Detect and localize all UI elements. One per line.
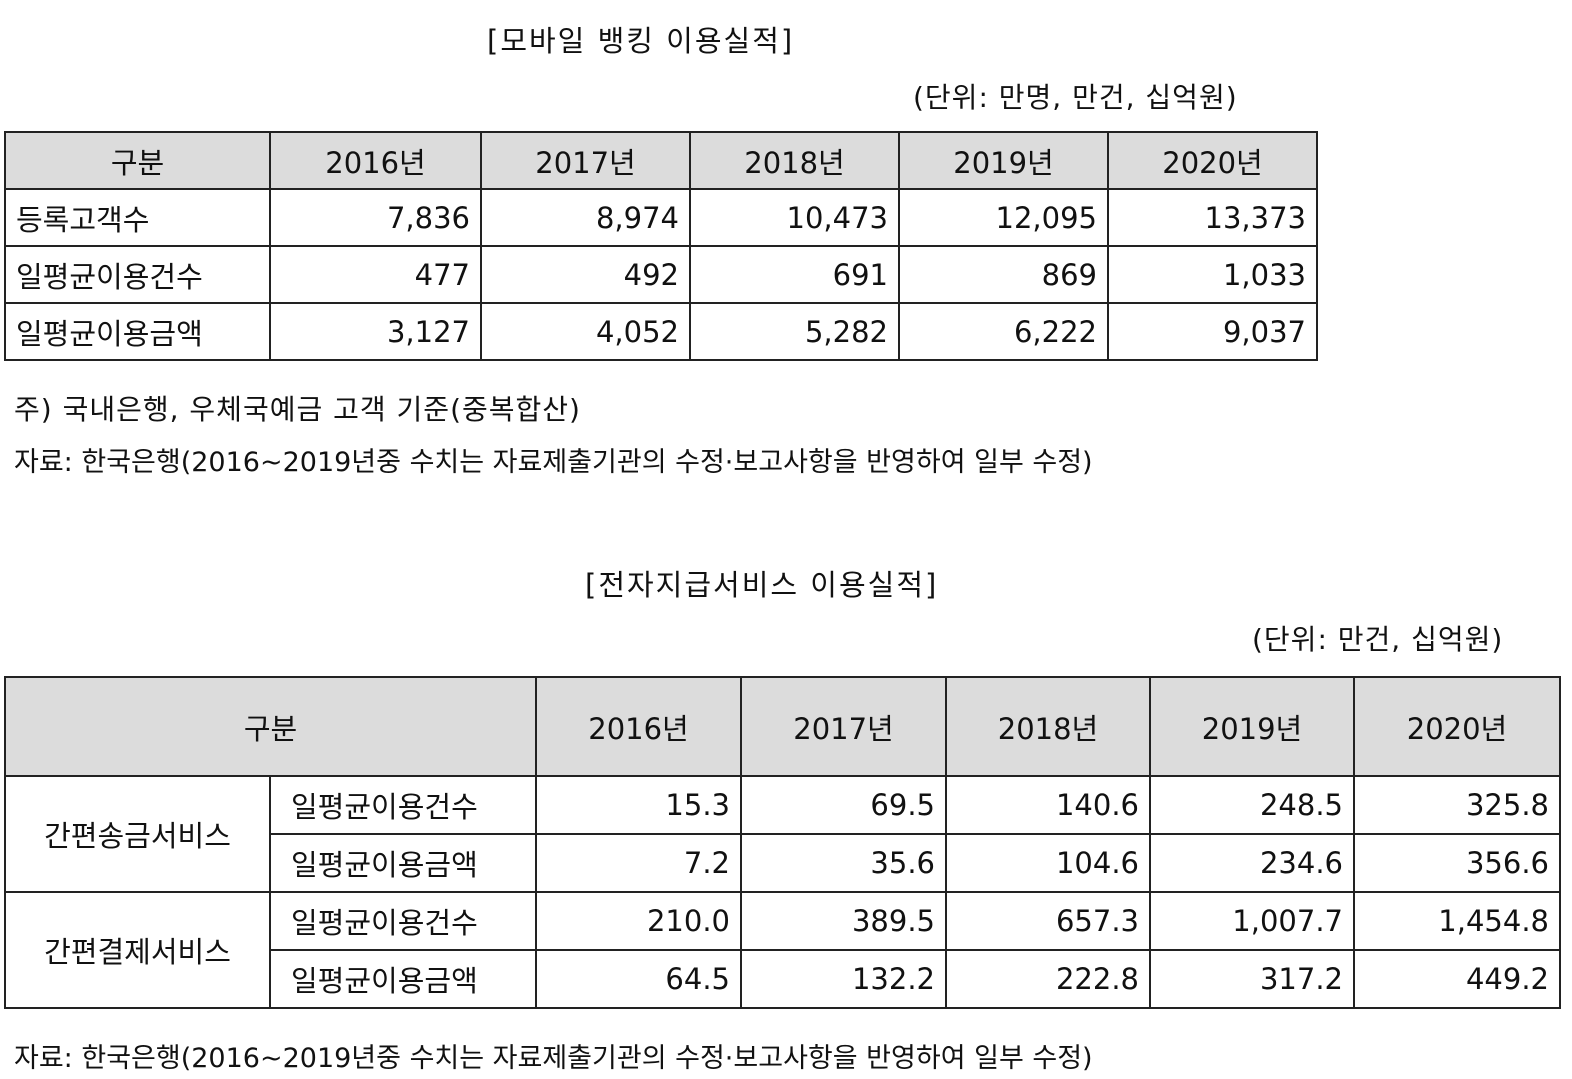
value-cell: 691: [689, 245, 900, 304]
value-cell: 3,127: [269, 302, 482, 361]
header-cell: 구분: [4, 131, 271, 190]
header-cell: 2016년: [269, 131, 482, 190]
value-cell: 132.2: [740, 949, 947, 1009]
header-cell: 2018년: [945, 676, 1151, 777]
table-row: 간편송금서비스 일평균이용건수 15.3 69.5 140.6 248.5 32…: [4, 775, 1561, 893]
value-cell: 7.2: [535, 833, 742, 893]
value-cell: 5,282: [689, 302, 900, 361]
row-label: 일평균이용건수: [269, 775, 537, 835]
value-cell: 69.5: [740, 775, 947, 835]
value-cell: 325.8: [1353, 775, 1561, 835]
mobile-table-note: 주) 국내은행, 우체국예금 고객 기준(중복합산): [14, 393, 581, 426]
epay-table-source: 자료: 한국은행(2016~2019년중 수치는 자료제출기관의 수정·보고사항…: [14, 1043, 1093, 1074]
value-cell: 234.6: [1149, 833, 1355, 893]
value-cell: 13,373: [1107, 188, 1318, 247]
value-cell: 8,974: [480, 188, 691, 247]
table-row: 일평균이용금액 3,127 4,052 5,282 6,222 9,037: [4, 302, 1318, 361]
epay-service-table: 구분 2016년 2017년 2018년 2019년 2020년 간편송금서비스…: [4, 676, 1561, 1009]
header-cell: 2018년: [689, 131, 900, 190]
value-cell: 10,473: [689, 188, 900, 247]
header-cell: 2019년: [1149, 676, 1355, 777]
value-cell: 12,095: [898, 188, 1109, 247]
header-cell: 2017년: [480, 131, 691, 190]
value-cell: 1,007.7: [1149, 891, 1355, 951]
value-cell: 35.6: [740, 833, 947, 893]
mobile-banking-table: 구분 2016년 2017년 2018년 2019년 2020년 등록고객수 7…: [4, 131, 1318, 361]
mobile-table-source: 자료: 한국은행(2016~2019년중 수치는 자료제출기관의 수정·보고사항…: [14, 447, 1093, 478]
header-cell: 구분: [4, 676, 537, 777]
table-row: 등록고객수 7,836 8,974 10,473 12,095 13,373: [4, 188, 1318, 247]
value-cell: 104.6: [945, 833, 1151, 893]
value-cell: 356.6: [1353, 833, 1561, 893]
row-label: 등록고객수: [4, 188, 271, 247]
value-cell: 657.3: [945, 891, 1151, 951]
row-label: 일평균이용건수: [4, 245, 271, 304]
value-cell: 15.3: [535, 775, 742, 835]
table-row: 일평균이용금액 7.2 35.6 104.6 234.6 356.6: [5, 833, 1561, 893]
value-cell: 477: [269, 245, 482, 304]
value-cell: 64.5: [535, 949, 742, 1009]
table-row: 일평균이용금액 64.5 132.2 222.8 317.2 449.2: [5, 949, 1561, 1009]
group-label: 간편결제서비스: [4, 891, 271, 1009]
value-cell: 492: [480, 245, 691, 304]
value-cell: 389.5: [740, 891, 947, 951]
value-cell: 317.2: [1149, 949, 1355, 1009]
epay-table-title: [전자지급서비스 이용실적]: [585, 568, 939, 602]
value-cell: 1,454.8: [1353, 891, 1561, 951]
value-cell: 6,222: [898, 302, 1109, 361]
row-label: 일평균이용금액: [269, 949, 537, 1009]
table-header-row: 구분 2016년 2017년 2018년 2019년 2020년: [4, 131, 1318, 190]
mobile-table-unit: (단위: 만명, 만건, 십억원): [913, 81, 1238, 114]
value-cell: 222.8: [945, 949, 1151, 1009]
mobile-table-title: [모바일 뱅킹 이용실적]: [487, 24, 795, 58]
value-cell: 140.6: [945, 775, 1151, 835]
value-cell: 7,836: [269, 188, 482, 247]
header-cell: 2017년: [740, 676, 947, 777]
table-header-row: 구분 2016년 2017년 2018년 2019년 2020년: [4, 676, 1561, 777]
header-cell: 2016년: [535, 676, 742, 777]
row-label: 일평균이용금액: [269, 833, 537, 893]
value-cell: 869: [898, 245, 1109, 304]
value-cell: 248.5: [1149, 775, 1355, 835]
value-cell: 9,037: [1107, 302, 1318, 361]
table-row: 간편결제서비스 일평균이용건수 210.0 389.5 657.3 1,007.…: [4, 891, 1561, 1009]
header-cell: 2020년: [1107, 131, 1318, 190]
table-row: 일평균이용건수 477 492 691 869 1,033: [4, 245, 1318, 304]
group-label: 간편송금서비스: [4, 775, 271, 893]
header-cell: 2019년: [898, 131, 1109, 190]
value-cell: 4,052: [480, 302, 691, 361]
value-cell: 449.2: [1353, 949, 1561, 1009]
row-label: 일평균이용건수: [269, 891, 537, 951]
row-label: 일평균이용금액: [4, 302, 271, 361]
header-cell: 2020년: [1353, 676, 1561, 777]
value-cell: 210.0: [535, 891, 742, 951]
value-cell: 1,033: [1107, 245, 1318, 304]
epay-table-unit: (단위: 만건, 십억원): [1252, 623, 1504, 656]
